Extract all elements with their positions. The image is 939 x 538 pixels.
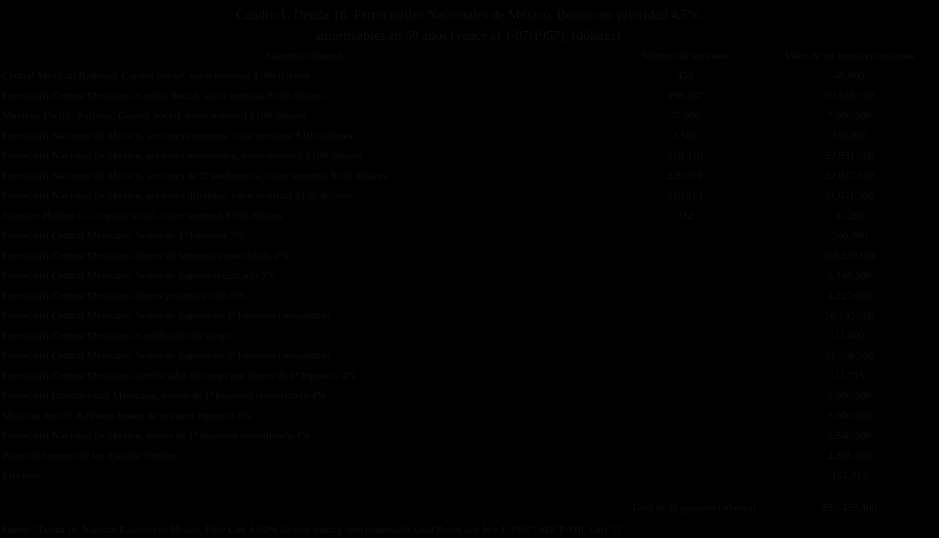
cell-value: 360,000: [831, 230, 868, 242]
table-row: Ferrocarril Central Mexicano, bonos de i…: [0, 346, 939, 366]
title-line-2: amortizables en 50 años (vence el 1/07/1…: [315, 28, 624, 43]
table-row: Ferrocarril Nacional de México, bonos de…: [0, 426, 939, 446]
table-row: Ferrocarril Central Mexicano, bonos de 1…: [0, 226, 939, 246]
cell-shares: [610, 366, 760, 386]
cell-value: 151,013: [831, 470, 868, 482]
table-row: Ferrocarril Nacional de México, acciones…: [0, 186, 939, 206]
table-row: Ferrocarril Central Mexicano, certificad…: [0, 366, 939, 386]
table-row: Central Mexican Railroad, Capital Social…: [0, 66, 939, 86]
cell-shares: 110,213: [667, 190, 703, 202]
cell-description: Ferrocarril Nacional de México, acciones…: [2, 190, 352, 202]
cell-value: 108,247,000: [822, 250, 877, 262]
cell-value: 26,192,000: [824, 310, 875, 322]
cell-value: 11,021,300: [824, 190, 875, 202]
total-row: Total de la garantía colateral 290,439,40…: [0, 486, 939, 518]
header-row: Garantía colateral Número de acciones Va…: [0, 50, 939, 66]
cell-value: 7,000,000: [827, 110, 872, 122]
table-row: Ferrocarril Central Mexicano, bonos de i…: [0, 306, 939, 326]
cell-value: 11,715: [834, 370, 865, 382]
cell-value: 11,400: [834, 330, 865, 342]
cell-value: 22,047,600: [824, 170, 875, 182]
cell-value: 45,800: [834, 70, 865, 82]
total-value: 290,439,400: [822, 502, 877, 514]
cell-description: Ferrocarril Central Mexicano, bonos de h…: [2, 250, 289, 262]
table-row: Ferrocarril Central Mexicano, Capital So…: [0, 86, 939, 106]
cell-shares: 312: [676, 210, 694, 222]
cell-value: 11,268,000: [824, 350, 875, 362]
table-row: Ferrocarril Central Mexicano, bonos de i…: [0, 266, 939, 286]
cell-value: 5,000,000: [827, 410, 872, 422]
cell-description: Efectivo: [2, 470, 40, 482]
cell-description: Ferrocarril Central Mexicano, bonos de i…: [2, 350, 331, 362]
cell-description: Ferrocarril Central Mexicano, Certificad…: [2, 330, 231, 342]
title-line-1: Cuadro 1. Deuda 16, Ferrocarriles Nacion…: [236, 7, 703, 22]
cell-description: Ferrocarril Internacional Mexicano, bono…: [2, 390, 326, 402]
table-row: Ferrocarril Nacional de México, acciones…: [0, 126, 939, 146]
cell-value: 2,540,000: [827, 430, 872, 442]
column-header-description: Garantía colateral: [267, 51, 343, 62]
cell-value: 31,200: [834, 210, 865, 222]
table-row: Ferrocarril Nacional de México, acciones…: [0, 146, 939, 166]
cell-shares: [610, 226, 760, 246]
cell-shares: [610, 246, 760, 266]
source-note: Fuente: "Deuda 16, National Railways of …: [2, 525, 623, 536]
cell-shares: [610, 426, 760, 446]
table-row: Ferrocarril Internacional Mexicano, bono…: [0, 386, 939, 406]
cell-value: 5,000,000: [827, 390, 872, 402]
cell-value: 2,365,000: [827, 450, 872, 462]
collateral-table: Garantía colateral Número de acciones Va…: [0, 50, 939, 518]
cell-description: Ferrocarril Central Mexicano, certificad…: [2, 370, 357, 382]
cell-shares: [610, 406, 760, 426]
cell-description: Ferrocarril Central Mexicano, bonos prio…: [2, 290, 245, 302]
table-row: Ferrocarril Nacional de México, acciones…: [0, 166, 939, 186]
total-label: Total de la garantía colateral: [630, 502, 756, 514]
table-row: Ferrocarril Central Mexicano, bonos de h…: [0, 246, 939, 266]
cell-value: 5,188,000: [827, 270, 872, 282]
table-row: Bonos del tesoro de los Estados Unidos 2,…: [0, 446, 939, 466]
cell-shares: [610, 306, 760, 326]
table-title: Cuadro 1. Deuda 16, Ferrocarriles Nacion…: [0, 0, 939, 46]
cell-description: Central Mexican Railroad, Capital Social…: [2, 70, 310, 82]
cell-shares: 220,476: [667, 170, 703, 182]
table-row: Ferrocarril Central Mexicano, Certificad…: [0, 326, 939, 346]
cell-description: Mexican Pacific Railway, bonos de primer…: [2, 410, 252, 422]
cell-shares: [610, 286, 760, 306]
table-header: Garantía colateral Número de acciones Va…: [0, 50, 939, 66]
table-row: Ferrocarril Central Mexicano, bonos prio…: [0, 286, 939, 306]
cell-description: Ferrocarril Central Mexicano, bonos de i…: [2, 310, 331, 322]
cell-shares: 70,000: [669, 110, 701, 122]
cell-description: Ferrocarril Central Mexicano, bonos de i…: [2, 270, 276, 282]
cell-description: Mexican Pacific Railway, Capital Social,…: [2, 110, 307, 122]
cell-description: Ferrocarril Nacional de México, bonos de…: [2, 430, 310, 442]
table-row: Mexican Pacific Railway, bonos de primer…: [0, 406, 939, 426]
cell-shares: [610, 326, 760, 346]
cell-description: Ferrocarril Nacional de México, acciones…: [2, 150, 363, 162]
table-row: Tampico Harbor Co., capital social, valo…: [0, 206, 939, 226]
cell-shares: 458: [676, 70, 694, 82]
cell-description: Bonos del tesoro de los Estados Unidos: [2, 450, 177, 462]
cell-shares: 598,487: [667, 90, 703, 102]
cell-value: 22,831,000: [824, 150, 875, 162]
column-header-shares: Número de acciones: [642, 51, 728, 62]
cell-description: Ferrocarril Nacional de México, acciones…: [2, 170, 388, 182]
cell-description: Ferrocarril Nacional de México, acciones…: [2, 130, 353, 142]
cell-shares: [610, 446, 760, 466]
column-header-value: Valor de los bonos en acciones: [784, 51, 915, 62]
table-body: Central Mexican Railroad, Capital Social…: [0, 66, 939, 518]
cell-shares: 228,310: [667, 150, 703, 162]
cell-shares: [610, 466, 760, 486]
cell-shares: 1,568: [672, 130, 698, 142]
cell-description: Ferrocarril Central Mexicano, Capital So…: [2, 90, 325, 102]
cell-value: 156,800: [831, 130, 868, 142]
cell-value: 1,227,000: [827, 290, 872, 302]
cell-shares: [610, 266, 760, 286]
cell-shares: [610, 346, 760, 366]
table-row: Mexican Pacific Railway, Capital Social,…: [0, 106, 939, 126]
cell-description: Ferrocarril Central Mexicano, bonos de 1…: [2, 230, 245, 242]
cell-shares: [610, 386, 760, 406]
cell-description: Tampico Harbor Co., capital social, valo…: [2, 210, 282, 222]
table-row: Efectivo 151,013: [0, 466, 939, 486]
cell-value: 59,848,700: [824, 90, 875, 102]
